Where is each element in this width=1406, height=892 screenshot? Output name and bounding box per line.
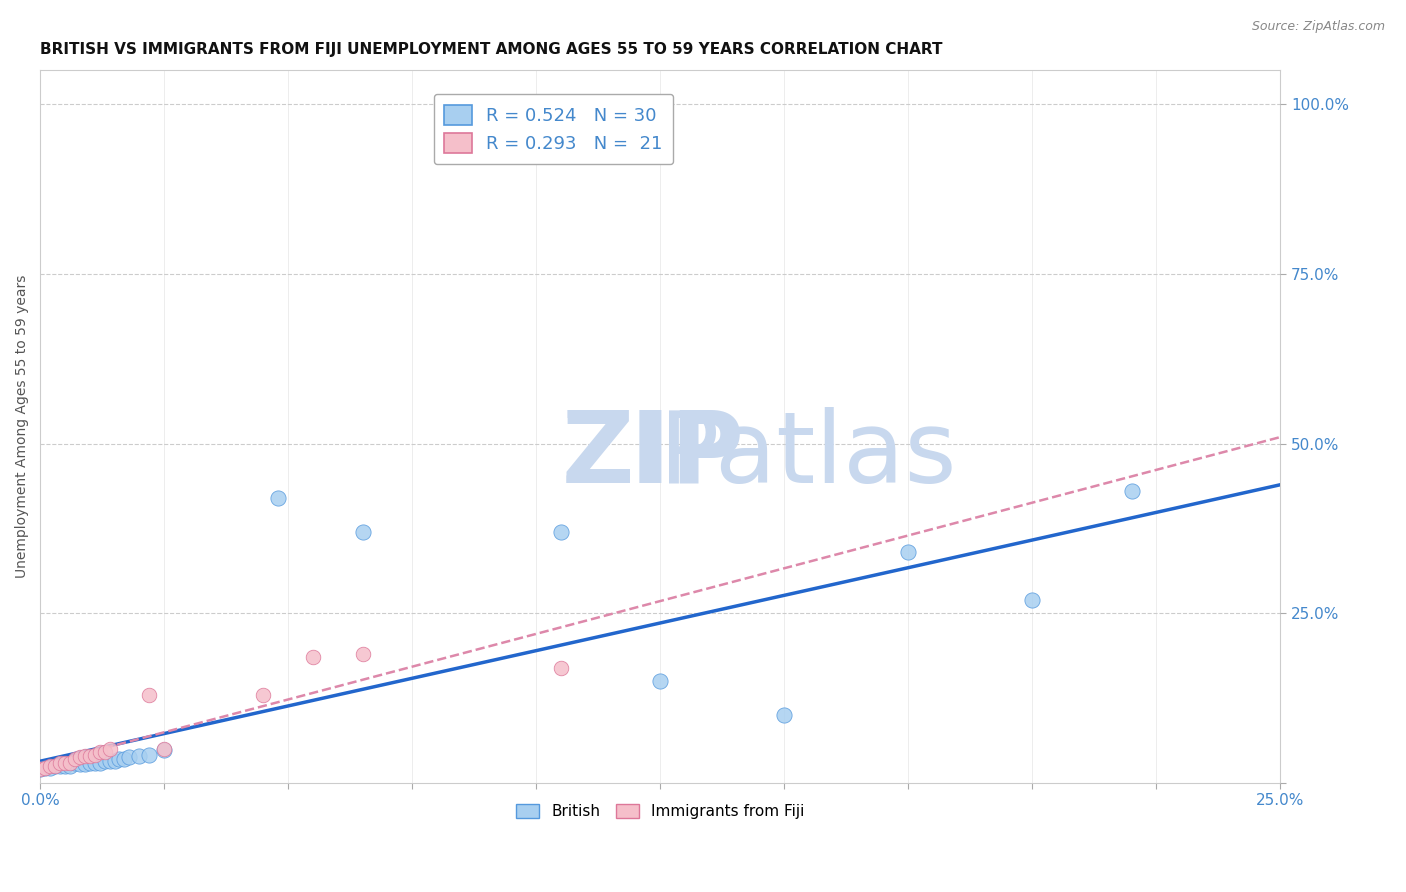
Point bbox=[69, 757, 91, 772]
Point bbox=[63, 756, 86, 770]
Point bbox=[30, 763, 52, 777]
Point bbox=[118, 750, 141, 764]
Point bbox=[79, 748, 101, 763]
Legend: British, Immigrants from Fiji: British, Immigrants from Fiji bbox=[510, 798, 810, 825]
Point bbox=[550, 661, 572, 675]
Point bbox=[63, 752, 86, 766]
Text: ZIPatlas: ZIPatlas bbox=[561, 407, 956, 504]
Point bbox=[59, 759, 82, 773]
Text: Source: ZipAtlas.com: Source: ZipAtlas.com bbox=[1251, 20, 1385, 33]
Point bbox=[53, 759, 76, 773]
Point bbox=[153, 743, 176, 757]
Point bbox=[49, 756, 72, 770]
Point bbox=[252, 688, 274, 702]
Point bbox=[138, 747, 160, 762]
Point bbox=[83, 747, 105, 762]
Point bbox=[352, 524, 374, 539]
Point bbox=[53, 756, 76, 770]
Point bbox=[1121, 484, 1143, 499]
Point bbox=[897, 545, 920, 559]
Point bbox=[59, 756, 82, 770]
Point bbox=[93, 746, 115, 760]
Point bbox=[83, 756, 105, 770]
Point bbox=[73, 757, 96, 772]
Point bbox=[773, 708, 796, 723]
Y-axis label: Unemployment Among Ages 55 to 59 years: Unemployment Among Ages 55 to 59 years bbox=[15, 275, 30, 578]
Point bbox=[73, 748, 96, 763]
Point bbox=[650, 674, 672, 689]
Point bbox=[44, 759, 66, 773]
Point bbox=[69, 750, 91, 764]
Point bbox=[93, 755, 115, 769]
Point bbox=[302, 650, 325, 665]
Point bbox=[108, 752, 131, 766]
Point bbox=[153, 742, 176, 756]
Point bbox=[98, 742, 121, 756]
Point bbox=[34, 761, 56, 775]
Point bbox=[89, 746, 111, 760]
Point bbox=[44, 759, 66, 773]
Point bbox=[79, 756, 101, 770]
Point bbox=[550, 524, 572, 539]
Point bbox=[89, 756, 111, 770]
Point bbox=[352, 647, 374, 661]
Point bbox=[34, 761, 56, 775]
Point bbox=[103, 754, 125, 768]
Text: BRITISH VS IMMIGRANTS FROM FIJI UNEMPLOYMENT AMONG AGES 55 TO 59 YEARS CORRELATI: BRITISH VS IMMIGRANTS FROM FIJI UNEMPLOY… bbox=[41, 42, 942, 57]
Point bbox=[98, 755, 121, 769]
Text: ZIP: ZIP bbox=[561, 407, 744, 504]
Point bbox=[49, 759, 72, 773]
Point bbox=[114, 752, 136, 766]
Point bbox=[39, 759, 62, 773]
Point bbox=[1021, 592, 1043, 607]
Point bbox=[128, 748, 150, 763]
Point bbox=[267, 491, 290, 505]
Point bbox=[30, 763, 52, 777]
Point bbox=[138, 688, 160, 702]
Point bbox=[39, 761, 62, 775]
